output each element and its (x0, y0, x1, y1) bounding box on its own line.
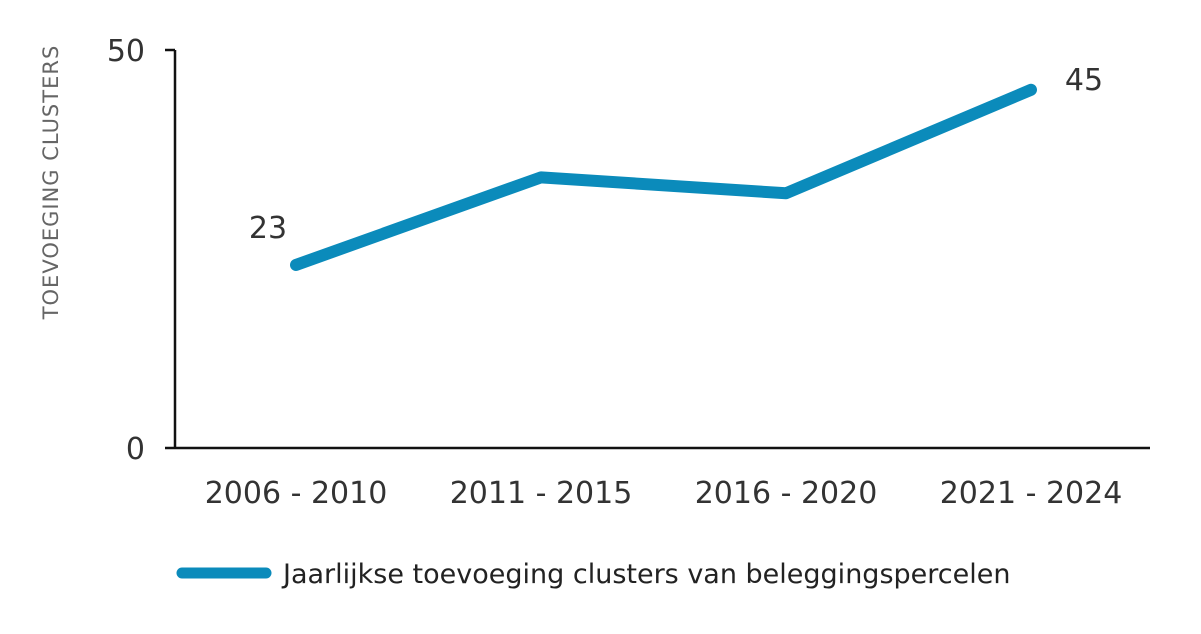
series-line (290, 83, 1037, 271)
data-label-last: 45 (1065, 63, 1103, 98)
y-axis-title: TOEVOEGING CLUSTERS (39, 45, 63, 321)
data-label-first: 23 (249, 211, 287, 246)
legend-label: Jaarlijkse toevoeging clusters van beleg… (281, 559, 1010, 590)
y-tick-label: 0 (126, 432, 145, 467)
y-tick-label: 50 (107, 34, 145, 69)
x-tick-label: 2011 - 2015 (450, 476, 633, 511)
x-tick-label: 2016 - 2020 (695, 476, 878, 511)
x-tick-label: 2006 - 2010 (205, 476, 388, 511)
x-tick-label: 2021 - 2024 (940, 476, 1123, 511)
